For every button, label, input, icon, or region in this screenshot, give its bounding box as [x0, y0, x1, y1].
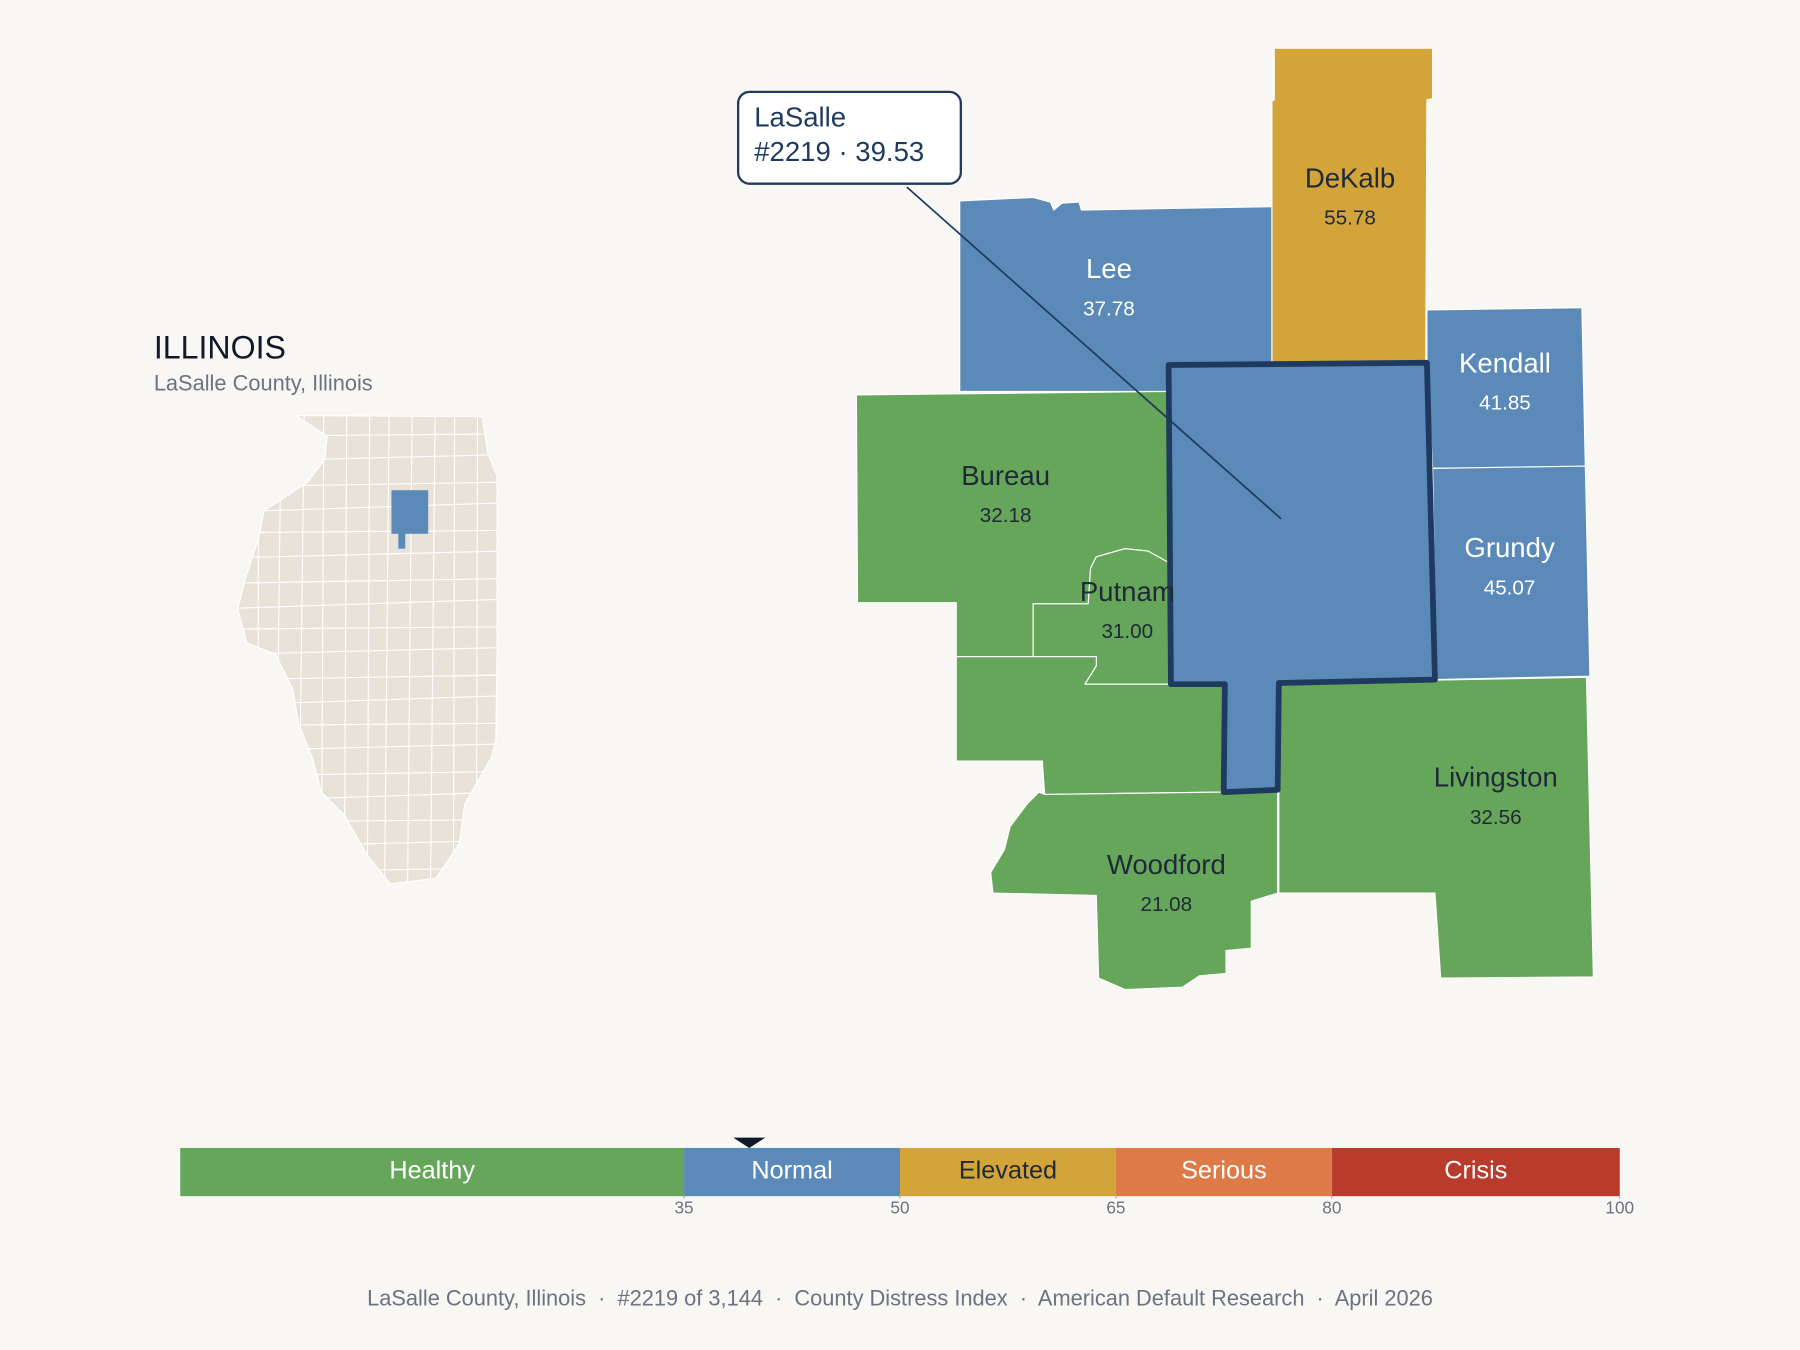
grid-line	[237, 577, 498, 584]
callout-leader	[906, 186, 1282, 520]
county-value: 32.18	[980, 504, 1032, 527]
selected-county-inset	[398, 532, 406, 549]
illinois-map	[237, 414, 498, 885]
county-labels: Lee 37.78 DeKalb 55.78 Kendall 41.85 Grundy 45.…	[961, 163, 1558, 917]
county	[1278, 676, 1594, 979]
county-map	[855, 47, 1594, 991]
legend: Healthy Normal Elevated Serious Crisis 35 50 65…	[180, 1137, 1634, 1217]
callout-box	[736, 90, 962, 185]
grid-line	[237, 550, 498, 559]
inset-subtitle: LaSalle County, Illinois	[154, 370, 373, 395]
county	[1426, 307, 1586, 469]
tick-label: 35	[674, 1197, 693, 1217]
legend-band	[900, 1147, 1116, 1197]
county-name: DeKalb	[1305, 163, 1395, 194]
grid-line	[237, 502, 498, 513]
county-value: 32.56	[1470, 806, 1522, 829]
legend-band-label: Serious	[1181, 1157, 1267, 1185]
county-value: 45.07	[1484, 576, 1536, 599]
county-name: Grundy	[1464, 532, 1555, 563]
county	[990, 789, 1279, 991]
legend-band	[1115, 1147, 1332, 1197]
county	[1432, 465, 1591, 681]
grid-line	[366, 415, 371, 884]
legend-band-label: Normal	[751, 1157, 832, 1185]
grid-line	[429, 415, 436, 884]
legend-band	[1331, 1147, 1620, 1197]
tick-label: 65	[1106, 1197, 1125, 1217]
grid-line	[237, 529, 498, 534]
county-value: 41.85	[1479, 392, 1531, 415]
county-name: Lee	[1086, 253, 1132, 284]
legend-band-label: Crisis	[1444, 1157, 1507, 1185]
legend-band-label: Healthy	[389, 1157, 475, 1185]
inset-title: ILLINOIS	[154, 330, 286, 366]
tick-label: 100	[1605, 1197, 1634, 1217]
county-name: Kendall	[1459, 347, 1551, 378]
county-value: 37.78	[1083, 297, 1135, 320]
grid-line	[237, 867, 498, 874]
footer: LaSalle County, Illinois · #2219 of 3,14…	[367, 1285, 1433, 1310]
county-name: Woodford	[1107, 849, 1226, 880]
callout-name: LaSalle	[754, 102, 846, 133]
county-value: 55.78	[1324, 207, 1376, 230]
tick-label: 80	[1322, 1197, 1341, 1217]
grid-line	[383, 415, 390, 884]
selected-county-inset	[391, 490, 429, 534]
grid-line	[237, 646, 498, 655]
selected-county	[1165, 359, 1438, 795]
county-value: 31.00	[1101, 620, 1153, 643]
grid-line	[237, 626, 498, 630]
county-name: Bureau	[961, 460, 1050, 491]
callout-score: #2219 · 39.53	[754, 136, 924, 167]
score-marker	[733, 1137, 766, 1148]
county	[1271, 47, 1434, 364]
legend-band-label: Elevated	[959, 1157, 1057, 1185]
tick-label: 50	[890, 1197, 909, 1217]
legend-band	[684, 1147, 900, 1197]
legend-band	[180, 1147, 685, 1197]
grid-line	[237, 598, 498, 609]
county-value: 21.08	[1140, 893, 1192, 916]
grid-line	[452, 415, 456, 884]
county-name: Livingston	[1434, 762, 1558, 793]
county-name: Putnam	[1080, 576, 1175, 607]
